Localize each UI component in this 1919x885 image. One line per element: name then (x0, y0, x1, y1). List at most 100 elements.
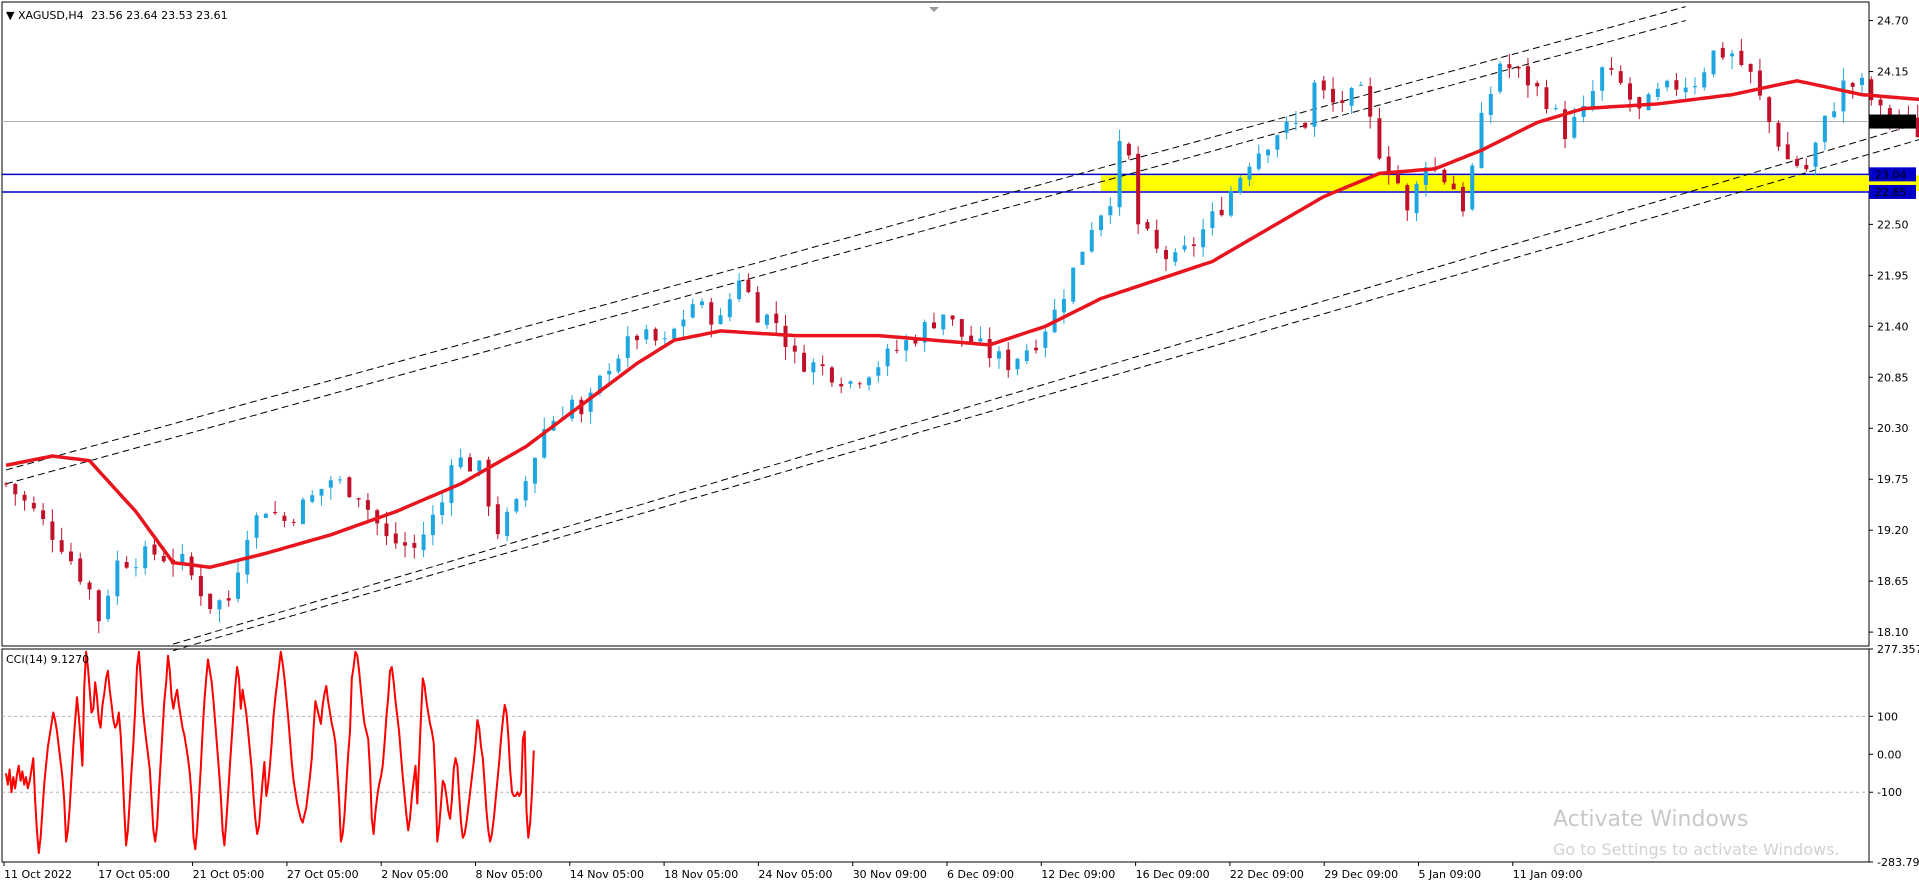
candle-body (1832, 111, 1837, 118)
candle-body (1544, 87, 1549, 109)
candle-body (662, 338, 667, 340)
candle-body (848, 381, 853, 384)
candle-body (1665, 80, 1670, 88)
candle-body (1201, 229, 1206, 248)
price-tick-label: 20.85 (1877, 371, 1909, 384)
level-tag-upper: 23.04 (1875, 168, 1907, 181)
candle-body (505, 511, 510, 536)
moving-average (5, 79, 1919, 569)
candle-body (384, 523, 389, 537)
candle-body (644, 329, 649, 340)
time-tick-label: 29 Dec 09:00 (1324, 868, 1398, 881)
candle-body (495, 504, 500, 535)
candle-body (1154, 229, 1159, 249)
scroll-marker-icon[interactable] (929, 7, 939, 12)
candle-body (774, 313, 779, 324)
cci-tick-label: 277.357 (1877, 643, 1919, 656)
candle-body (1498, 63, 1503, 92)
candle-body (987, 339, 992, 359)
price-tick-label: 22.50 (1877, 218, 1909, 231)
candle-body (932, 322, 936, 329)
candle-body (124, 562, 129, 568)
candle-body (1795, 159, 1800, 166)
activate-windows-title: Activate Windows (1553, 807, 1749, 832)
time-tick-label: 24 Nov 05:00 (758, 868, 832, 881)
channel-lines (5, 6, 1919, 652)
candle-body (885, 348, 890, 367)
candle-body (1423, 167, 1428, 185)
candle-body (1655, 88, 1660, 97)
candle-body (792, 345, 797, 352)
cci-label: CCI(14) 9.1270 (6, 653, 90, 666)
candle-body (820, 364, 825, 367)
candle-body (1776, 122, 1781, 147)
candle-body (1164, 250, 1168, 260)
candle-body (1739, 50, 1744, 65)
level-tag-lower: 22.85 (1875, 186, 1907, 199)
support-zone (1101, 175, 1919, 191)
time-tick-label: 8 Nov 05:00 (476, 868, 543, 881)
candle-body (829, 367, 834, 383)
candle-body (1015, 358, 1020, 370)
candle-body (161, 556, 166, 562)
candle-body (755, 292, 760, 323)
candle-body (1692, 86, 1697, 88)
candle-body (1293, 122, 1298, 124)
candle-body (291, 521, 296, 523)
candle-body (746, 279, 751, 293)
channel-line (5, 6, 1686, 471)
candle-body (236, 572, 240, 599)
candle-body (1340, 100, 1345, 103)
candle-body (922, 322, 927, 343)
candle-body (1303, 122, 1308, 128)
candle-body (718, 315, 723, 325)
candle-body (839, 383, 844, 387)
candle-body (1219, 209, 1224, 216)
candle-body (570, 399, 575, 419)
candle-body (1915, 117, 1919, 138)
candle-body (1089, 229, 1094, 252)
candle-body (1321, 80, 1326, 91)
candle-body (1405, 185, 1410, 211)
candle-body (1034, 347, 1039, 351)
candle-body (1228, 191, 1233, 216)
candle-body (1841, 80, 1846, 112)
candle-body (1553, 108, 1558, 110)
candle-body (365, 500, 370, 510)
candle-body (1006, 349, 1011, 371)
candle-body (876, 367, 881, 376)
price-tick-label: 21.40 (1877, 320, 1909, 333)
last-price-tag-bg (1869, 114, 1916, 129)
candle-body (68, 551, 73, 562)
candle-body (1358, 84, 1363, 86)
candle-body (1210, 211, 1215, 228)
candle-body (1822, 115, 1827, 143)
last-price-tag: 23.61 (1875, 116, 1907, 129)
candle-body (1099, 215, 1104, 231)
candle-body (226, 598, 231, 601)
candle-body (282, 515, 287, 522)
candle-body (152, 544, 157, 555)
time-tick-label: 11 Jan 09:00 (1513, 868, 1583, 881)
cci-panel (1, 648, 1870, 863)
candle-body (941, 314, 946, 330)
candle-body (1284, 121, 1289, 133)
candle-body (1043, 331, 1048, 348)
candle-body (133, 567, 138, 569)
candle-body (468, 457, 472, 472)
candle-body (254, 515, 259, 538)
candle-body (421, 534, 426, 551)
candle-body (1850, 82, 1855, 87)
candle-body (1804, 164, 1809, 170)
time-axis: 11 Oct 2022 17 Oct 05:00 21 Oct 05:00 27 Oc… (3, 862, 1583, 881)
candle-body (1126, 143, 1131, 156)
candle-body (1173, 252, 1178, 262)
menu-arrow-icon[interactable]: ▼ (6, 9, 15, 22)
candle-body (681, 319, 686, 327)
candle-body (1266, 149, 1271, 156)
candle-body (1136, 153, 1141, 225)
candle-body (700, 301, 704, 306)
candle-body (486, 459, 491, 507)
candle-body (13, 484, 18, 495)
time-tick-label: 5 Jan 09:00 (1419, 868, 1482, 881)
